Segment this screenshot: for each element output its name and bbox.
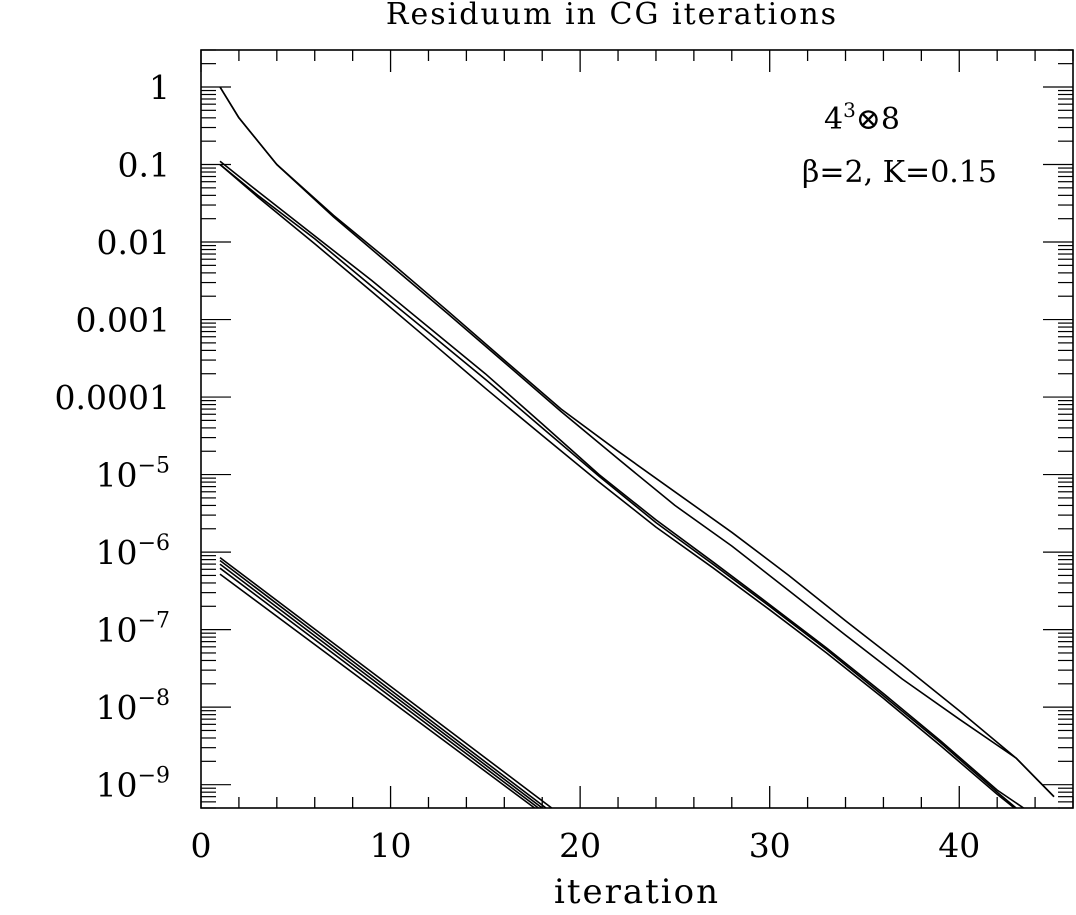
y-tick-label: 10−9 — [96, 764, 170, 805]
series-layer — [219, 86, 1055, 808]
lattice-annotation: 43⊗8 — [824, 98, 900, 137]
y-tick-label: 10−5 — [96, 454, 170, 495]
tick-labels-layer: 0 10 20 30 40 1 0.1 0.01 0.001 0.0001 10−5 10−6 10−7… — [55, 68, 981, 865]
series-line — [219, 86, 1055, 798]
y-tick-label: 10−8 — [96, 686, 170, 727]
y-tick-label: 0.001 — [76, 301, 170, 340]
x-axis-title: iteration — [554, 872, 720, 911]
series-line — [219, 163, 1017, 808]
params-annotation: β=2, K=0.15 — [802, 155, 997, 190]
series-line — [219, 573, 536, 808]
series-line — [219, 556, 553, 808]
x-tick-label: 10 — [370, 826, 412, 865]
y-tick-label: 10−6 — [96, 531, 170, 572]
ticks-layer — [200, 49, 1074, 809]
series-line — [219, 160, 1025, 808]
series-line — [219, 559, 547, 808]
y-tick-label: 1 — [149, 68, 170, 107]
series-line — [219, 567, 539, 808]
plot-frame — [200, 49, 1074, 809]
chart-title: Residuum in CG iterations — [386, 0, 838, 32]
series-line — [219, 163, 1016, 808]
x-tick-label: 40 — [938, 826, 980, 865]
y-tick-label: 0.0001 — [55, 378, 170, 417]
y-tick-label: 10−7 — [96, 609, 170, 650]
series-line — [219, 563, 543, 808]
x-tick-label: 20 — [559, 826, 601, 865]
x-tick-label: 0 — [191, 826, 212, 865]
y-tick-label: 0.01 — [97, 223, 170, 262]
x-tick-label: 30 — [749, 826, 791, 865]
y-tick-label: 0.1 — [118, 146, 170, 185]
series-line — [219, 86, 1055, 798]
